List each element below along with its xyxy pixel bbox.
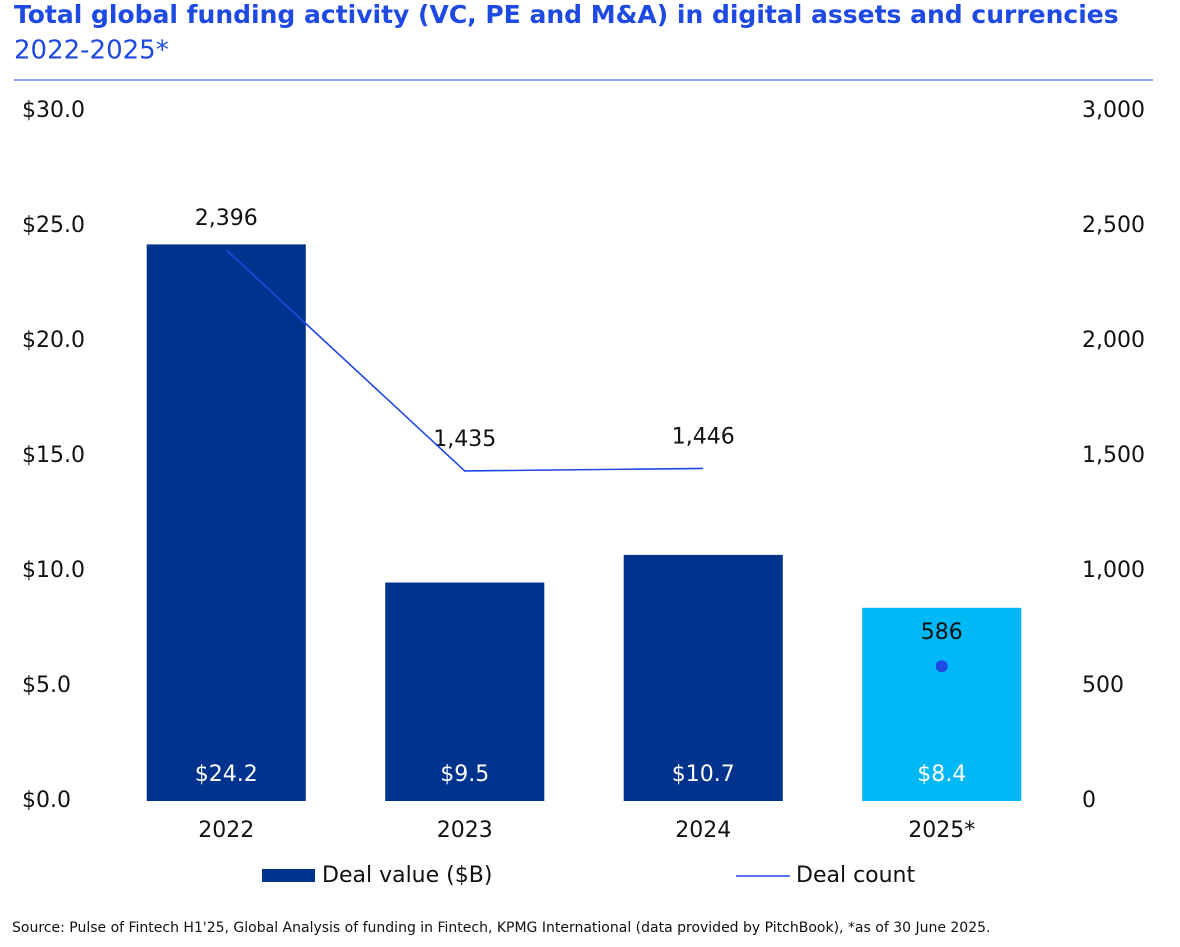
legend-swatch <box>262 869 315 882</box>
legend-label: Deal count <box>796 863 916 888</box>
y-tick-label: $10.0 <box>22 558 85 583</box>
bar <box>146 244 306 801</box>
bar <box>385 582 545 801</box>
y2-tick-label: 3,000 <box>1082 98 1145 123</box>
line <box>225 249 704 472</box>
x-tick-label: 2022 <box>198 818 254 843</box>
y-tick-label: $15.0 <box>22 443 85 468</box>
y2-tick-label: 2,000 <box>1082 328 1145 353</box>
bar-value-label: $9.5 <box>440 762 489 787</box>
bar-value-label: $10.7 <box>672 762 735 787</box>
bar-value-label: $24.2 <box>195 762 258 787</box>
x-tick-label: 2024 <box>675 818 731 843</box>
bar-value-label: $8.4 <box>917 762 966 787</box>
line-value-label: 2,396 <box>195 206 258 231</box>
bar <box>862 607 1022 801</box>
y-tick-label: $20.0 <box>22 328 85 353</box>
line-value-label: 586 <box>921 620 963 645</box>
y2-tick-label: 500 <box>1082 673 1124 698</box>
chart-subtitle: 2022-2025* <box>14 36 169 66</box>
line-value-label: 1,435 <box>433 427 496 452</box>
legend-label: Deal value ($B) <box>322 863 492 888</box>
y-tick-label: $0.0 <box>22 788 71 813</box>
line-value-label: 1,446 <box>672 424 735 449</box>
y2-tick-label: 0 <box>1082 788 1096 813</box>
x-tick-label: 2025* <box>908 818 975 843</box>
y-tick-label: $5.0 <box>22 673 71 698</box>
bar <box>623 554 783 801</box>
y2-tick-label: 1,500 <box>1082 443 1145 468</box>
y2-tick-label: 2,500 <box>1082 213 1145 238</box>
x-tick-label: 2023 <box>437 818 493 843</box>
y2-tick-label: 1,000 <box>1082 558 1145 583</box>
y-tick-label: $30.0 <box>22 98 85 123</box>
y-tick-label: $25.0 <box>22 213 85 238</box>
source-note: Source: Pulse of Fintech H1'25, Global A… <box>12 920 990 936</box>
line-marker <box>935 660 948 673</box>
chart-title: Total global funding activity (VC, PE an… <box>14 0 1119 29</box>
